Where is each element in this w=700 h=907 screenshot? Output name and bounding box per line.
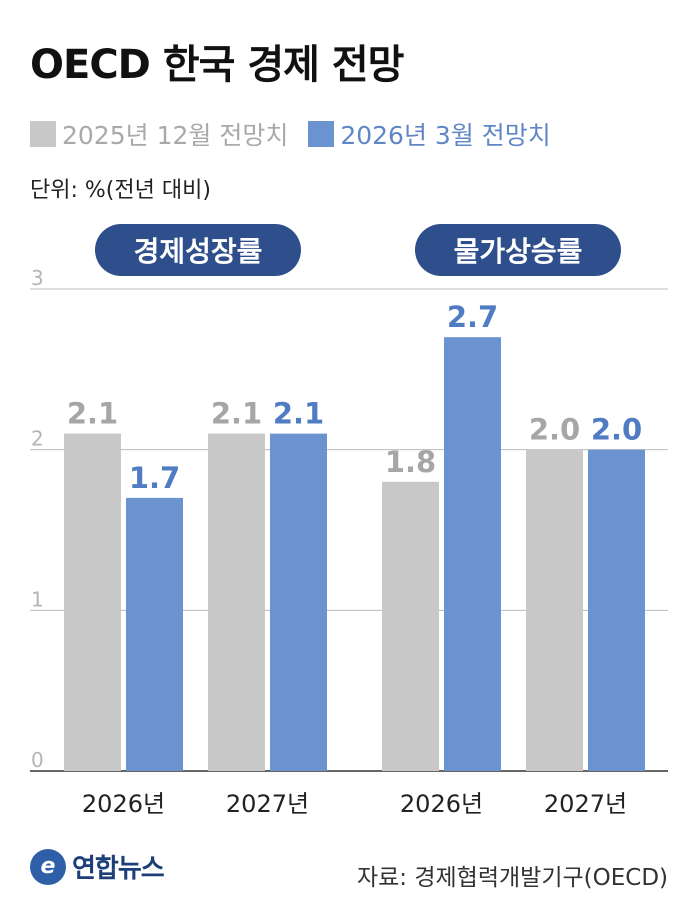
bar [588,449,645,771]
data-label: 2.1 [67,397,118,431]
source-note: 자료: 경제협력개발기구(OECD) [356,865,668,891]
panel-title-inflation: 물가상승률 [415,224,621,276]
logo-text: 연합뉴스 [72,854,165,884]
data-label: 1.7 [129,461,180,495]
y-tick-label: 0 [31,748,44,772]
bar [444,337,501,771]
bar [526,449,583,771]
legend: 2025년 12월 전망치 2026년 3월 전망치 [30,116,571,152]
panel-title-growth: 경제성장률 [95,224,301,276]
legend-swatch-mar-2026 [308,121,335,147]
bar [382,481,439,771]
y-tick-label: 2 [31,427,44,451]
y-tick-label: 1 [31,587,44,611]
bar [270,433,327,771]
legend-label-mar-2026: 2026년 3월 전망치 [340,121,551,150]
legend-swatch-dec-2025 [30,121,56,147]
legend-item-dec-2025: 2025년 12월 전망치 [30,116,288,152]
data-label: 2.1 [273,397,324,431]
bar [208,433,265,771]
bar [126,497,183,771]
data-label: 2.0 [529,413,580,447]
data-label: 2.1 [211,397,262,431]
data-label: 2.7 [447,300,498,334]
yonhap-logo: e 연합뉴스 [30,848,165,885]
data-label: 1.8 [385,445,436,479]
x-tick-label: 2026년 [400,790,483,818]
data-label: 2.0 [591,413,642,447]
x-tick-label: 2027년 [544,790,627,818]
x-tick-label: 2026년 [82,790,165,818]
legend-label-dec-2025: 2025년 12월 전망치 [62,121,289,150]
chart-title: OECD 한국 경제 전망 [30,42,404,88]
legend-item-mar-2026: 2026년 3월 전망치 [308,116,551,152]
logo-mark-icon: e [30,848,66,885]
x-tick-label: 2027년 [226,790,309,818]
bar [64,433,121,771]
y-tick-label: 3 [31,266,44,290]
unit-note: 단위: %(전년 대비) [30,178,211,203]
